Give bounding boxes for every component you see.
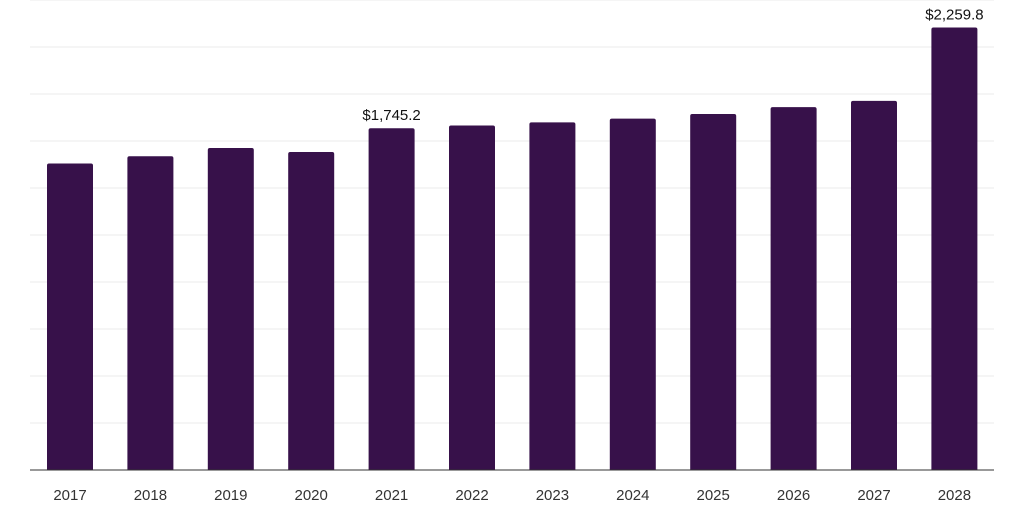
x-tick-label-2021: 2021 xyxy=(375,487,408,504)
x-tick-label-2022: 2022 xyxy=(455,487,488,504)
bar-2019[interactable] xyxy=(207,148,254,471)
x-axis-tick-labels: 2017 2018 2019 2020 2021 2022 2023 2024 2025 2026… xyxy=(53,487,971,504)
bar-2025[interactable] xyxy=(690,113,737,470)
data-label-2028: $2,259.8 xyxy=(925,6,983,23)
bar-2021[interactable] xyxy=(368,128,415,470)
x-tick-label-2026: 2026 xyxy=(777,487,810,504)
bar-2026[interactable] xyxy=(770,107,817,470)
bar-2024[interactable] xyxy=(609,118,656,471)
data-label-2021: $1,745.2 xyxy=(362,107,420,124)
bar-2023[interactable] xyxy=(529,122,576,470)
x-tick-label-2019: 2019 xyxy=(214,487,247,504)
x-tick-label-2028: 2028 xyxy=(938,487,971,504)
data-labels: $1,745.2 $2,259.8 xyxy=(362,6,983,124)
x-tick-label-2017: 2017 xyxy=(53,487,86,504)
x-tick-label-2020: 2020 xyxy=(295,487,328,504)
bar-2027[interactable] xyxy=(851,100,897,471)
gridlines xyxy=(30,0,994,424)
x-tick-label-2024: 2024 xyxy=(616,487,649,504)
bars xyxy=(47,27,978,471)
x-tick-label-2018: 2018 xyxy=(134,487,167,504)
bar-2020[interactable] xyxy=(288,151,335,470)
x-tick-label-2027: 2027 xyxy=(857,487,890,504)
bar-2022[interactable] xyxy=(449,125,495,470)
x-tick-label-2025: 2025 xyxy=(697,487,730,504)
bar-2017[interactable] xyxy=(47,163,93,471)
x-tick-label-2023: 2023 xyxy=(536,487,569,504)
bar-2018[interactable] xyxy=(127,156,174,470)
bar-2028[interactable] xyxy=(931,27,978,470)
